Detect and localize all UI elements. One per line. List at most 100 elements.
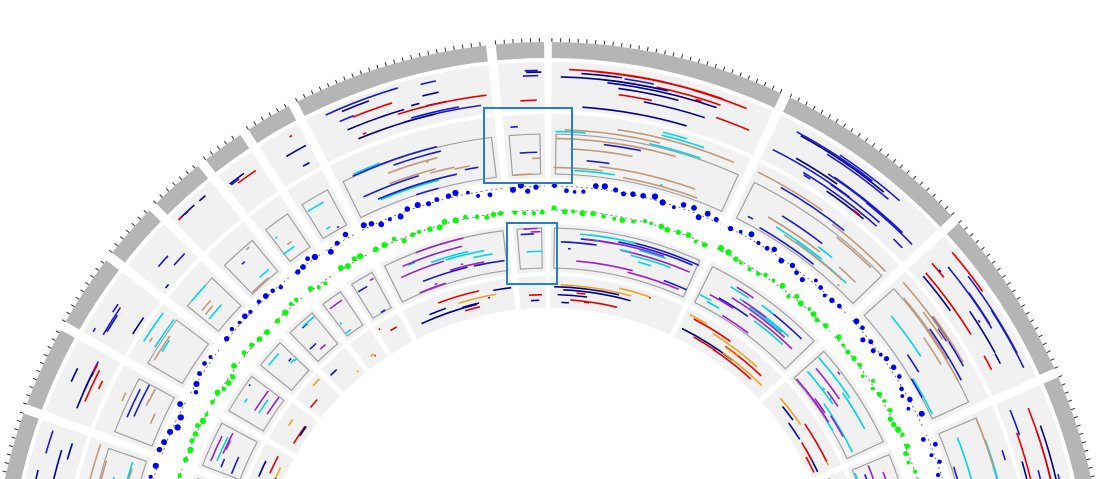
segment [977,319,981,323]
segment [415,237,464,254]
segment-track [244,383,280,415]
scatter-point [868,339,874,345]
segment [126,461,134,479]
segment [419,282,447,294]
tick-mark [638,45,640,50]
segment [902,281,950,343]
scatter-point [525,188,531,194]
tick-mark [1081,441,1086,444]
segment [132,317,145,335]
scatter-point [199,417,207,425]
segment [370,353,375,357]
segment [929,328,963,381]
segment [154,319,175,348]
segment [347,108,405,131]
tick-mark [125,229,130,233]
scatter-point [187,446,194,454]
segment [795,157,838,185]
segment [307,201,324,213]
segment [795,378,830,423]
track-background [822,470,848,479]
ideogram-chr19 [112,210,161,263]
segment [473,253,493,259]
track-panel-border [228,375,285,432]
scatter-track [851,318,925,428]
segment [460,263,464,266]
scatter-point [337,264,344,271]
segment [519,151,538,154]
tick-mark [223,140,228,145]
segment [100,460,108,479]
segment [826,190,864,220]
scatter-point [642,218,647,224]
tick-mark [706,61,709,66]
segment [454,165,471,170]
scatter-point [900,394,905,398]
segment-track [274,236,295,256]
ideogram-chr21 [205,134,250,173]
scatter-point [148,474,153,479]
segment [815,367,841,400]
track-background [25,419,88,479]
scatter-baseline [178,468,183,479]
scatter-point [763,272,768,278]
tick-mark [172,182,176,186]
segment [563,289,631,302]
scatter-point [794,293,800,299]
segment [736,286,754,299]
tick-mark [165,188,170,192]
scatter-point [278,284,283,290]
scatter-point [381,241,388,249]
scatter-point [739,261,743,265]
segment [826,153,889,200]
segment [623,176,698,199]
segment [289,134,293,138]
segment [92,327,96,333]
scatter-point [658,223,665,230]
scatter-point [316,285,321,290]
tick-mark [655,48,658,53]
tick-mark [872,142,876,147]
segment-track [70,361,104,409]
segment [557,293,588,298]
segment [336,225,340,229]
ideogram-chr17 [26,330,75,410]
scatter-point [664,227,671,233]
segment [369,277,374,282]
segment [430,166,455,174]
segment-track [699,285,803,350]
scatter-point [701,242,708,248]
segment [838,266,857,283]
scatter-point [237,320,242,325]
tick-mark [681,54,684,59]
segment [648,296,652,299]
sector-chr21 [202,134,388,370]
scatter-point [434,197,440,203]
tick-mark [926,187,930,192]
tick-mark [401,57,404,62]
tick-mark [1076,424,1081,427]
scatter-point [813,278,818,283]
segment [339,114,355,123]
scatter-point [691,204,697,211]
tick-mark [986,253,991,257]
scatter-point [870,386,875,391]
segment [767,216,821,253]
segment [245,246,250,251]
segment [362,132,367,135]
segment [204,305,214,316]
tick-mark [367,67,371,72]
segment [607,82,717,109]
segment [618,241,693,266]
scatter-point [771,278,776,283]
segment [35,469,39,479]
segment [216,436,229,462]
track-panel-border [98,447,148,479]
scatter-track [241,327,271,358]
segment-track [191,284,223,320]
scatter-point [193,390,199,395]
tick-mark [302,94,306,99]
segment [660,183,663,187]
segment [126,388,141,418]
segment [560,241,597,246]
